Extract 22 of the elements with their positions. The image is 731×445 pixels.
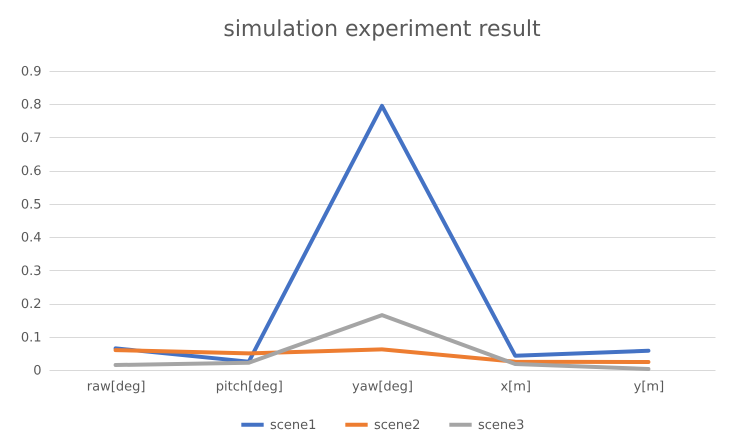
line-series	[114, 347, 650, 364]
x-tick-label: y[m]	[634, 380, 664, 394]
y-tick-label: 0.3	[20, 264, 42, 279]
line-series	[114, 104, 650, 364]
legend-label: scene2	[374, 418, 420, 433]
legend-label: scene1	[270, 418, 316, 433]
chart-title: simulation experiment result	[223, 17, 542, 42]
x-tick-label: yaw[deg]	[352, 380, 413, 394]
y-tick-label: 0.6	[20, 164, 42, 180]
x-tick-label: raw[deg]	[86, 380, 146, 394]
x-tick-label: x[m]	[500, 380, 531, 394]
y-tick-label: 0.2	[20, 297, 42, 312]
y-tick-label: 0.4	[20, 230, 42, 246]
legend-label: scene3	[478, 418, 524, 433]
y-tick-label: 0.7	[20, 130, 42, 146]
x-tick-label: pitch[deg]	[216, 380, 283, 394]
y-tick-label: 0.9	[20, 64, 42, 80]
line-series	[114, 313, 650, 372]
y-tick-label: 0.5	[20, 197, 42, 212]
y-tick-label: 0.1	[20, 330, 42, 346]
y-tick-label: 0	[33, 364, 42, 378]
y-tick-label: 0.8	[20, 98, 42, 113]
